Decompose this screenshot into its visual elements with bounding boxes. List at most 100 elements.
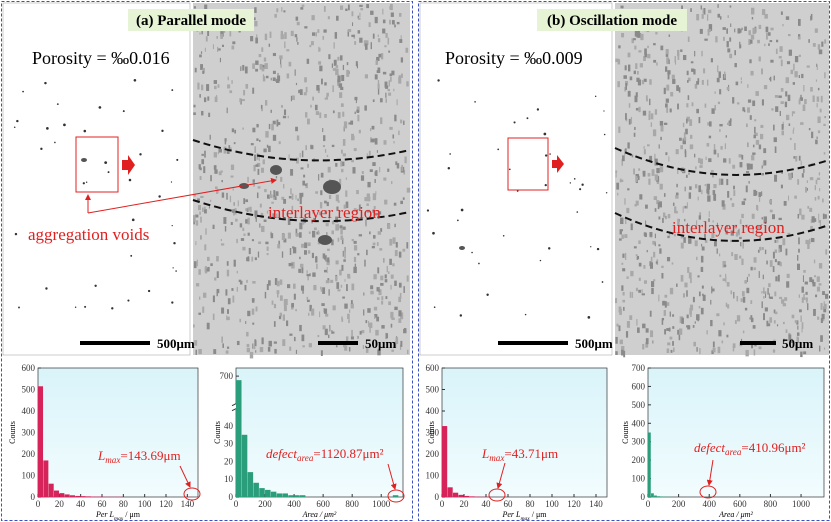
texture-speck <box>378 287 380 292</box>
texture-speck <box>800 160 802 166</box>
texture-speck <box>220 243 225 246</box>
texture-speck <box>378 211 382 215</box>
texture-speck <box>752 144 755 148</box>
x-axis-label-text: Per L <box>95 510 115 519</box>
texture-speck <box>348 319 350 324</box>
texture-speck <box>226 315 228 321</box>
texture-speck <box>780 59 783 67</box>
texture-speck <box>635 108 639 111</box>
texture-speck <box>697 157 701 163</box>
texture-speck <box>335 194 339 202</box>
x-tick-label: 60 <box>504 499 514 509</box>
texture-speck <box>388 50 391 53</box>
texture-speck <box>763 295 765 299</box>
texture-speck <box>747 107 750 113</box>
texture-speck <box>402 197 405 200</box>
texture-speck <box>236 340 240 346</box>
texture-speck <box>818 220 822 223</box>
texture-speck <box>703 8 706 15</box>
texture-speck <box>350 336 354 340</box>
texture-speck <box>54 141 56 144</box>
y-tick-label: 500 <box>22 385 36 395</box>
texture-speck <box>202 306 205 313</box>
texture-speck <box>777 239 779 243</box>
texture-speck <box>266 194 271 199</box>
texture-speck <box>698 306 701 309</box>
texture-speck <box>254 154 257 161</box>
texture-speck <box>766 260 768 265</box>
texture-speck <box>351 34 355 37</box>
texture-speck <box>740 338 743 344</box>
bar <box>43 460 49 497</box>
texture-speck <box>198 312 201 315</box>
texture-speck <box>763 85 768 90</box>
texture-speck <box>392 134 395 139</box>
annotation: defectarea=410.96μm² <box>694 440 806 457</box>
texture-speck <box>739 44 742 49</box>
texture-speck <box>273 321 276 327</box>
texture-speck <box>676 85 679 91</box>
texture-speck <box>247 217 250 225</box>
texture-speck <box>737 229 740 233</box>
texture-speck <box>787 232 791 237</box>
texture-speck <box>286 320 289 327</box>
texture-speck <box>197 198 200 202</box>
texture-speck <box>811 279 815 284</box>
texture-speck <box>336 206 339 211</box>
texture-speck <box>674 206 677 214</box>
y-tick-label: 20 <box>224 456 234 466</box>
texture-speck <box>226 269 230 277</box>
texture-speck <box>221 44 224 47</box>
x-tick-label: 60 <box>98 499 108 509</box>
texture-speck <box>219 57 222 63</box>
texture-speck <box>243 233 246 236</box>
texture-speck <box>369 327 371 333</box>
texture-speck <box>399 344 402 350</box>
texture-speck <box>573 178 576 180</box>
bar <box>294 495 300 497</box>
texture-speck <box>333 42 335 49</box>
texture-speck <box>379 167 381 173</box>
texture-speck <box>819 108 822 113</box>
texture-speck <box>625 118 628 122</box>
texture-speck <box>686 325 689 328</box>
texture-speck <box>403 120 405 125</box>
texture-speck <box>335 162 338 167</box>
texture-speck <box>712 347 716 353</box>
texture-speck <box>718 330 722 337</box>
texture-speck <box>652 240 656 245</box>
texture-speck <box>801 322 804 329</box>
texture-speck <box>22 90 24 93</box>
texture-speck <box>368 150 371 157</box>
texture-speck <box>785 329 788 334</box>
texture-speck <box>378 289 382 296</box>
texture-speck <box>377 349 381 356</box>
texture-speck <box>346 62 349 66</box>
texture-speck <box>258 241 262 244</box>
texture-speck <box>216 288 220 294</box>
texture-speck <box>791 314 795 319</box>
texture-speck <box>351 133 354 141</box>
texture-speck <box>230 164 235 170</box>
texture-speck <box>677 52 680 60</box>
texture-speck <box>383 258 385 263</box>
texture-speck <box>719 129 721 132</box>
texture-speck <box>255 68 258 72</box>
texture-speck <box>672 202 675 206</box>
texture-speck <box>795 155 798 162</box>
texture-speck <box>204 266 208 274</box>
x-tick-label: 800 <box>764 499 778 509</box>
texture-speck <box>817 44 821 50</box>
x-axis-label-text: Area / μm² <box>302 510 337 519</box>
texture-speck <box>193 104 196 108</box>
texture-speck <box>204 209 207 214</box>
texture-speck <box>255 340 257 347</box>
texture-speck <box>758 197 761 202</box>
texture-speck <box>792 82 796 85</box>
texture-speck <box>698 291 701 297</box>
texture-speck <box>758 24 762 30</box>
texture-speck <box>675 210 678 214</box>
texture-speck <box>253 345 256 350</box>
texture-speck <box>400 200 404 205</box>
annotation: interlayer region <box>672 218 785 237</box>
